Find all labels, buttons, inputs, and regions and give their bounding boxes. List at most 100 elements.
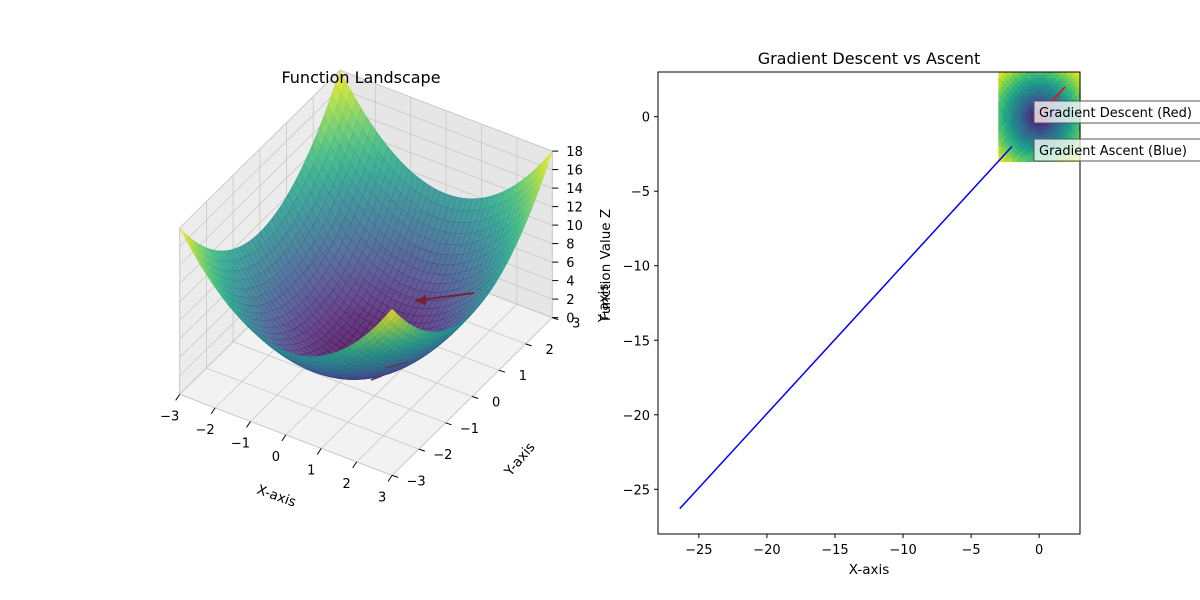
contour-cell [1001, 128, 1005, 133]
contour-cell [1003, 74, 1008, 79]
contour-cell [1028, 134, 1032, 139]
contour-cell [1066, 77, 1070, 82]
contour-cell [1017, 134, 1021, 139]
contour-cell [1033, 74, 1038, 79]
y-tick-mark [472, 396, 479, 399]
contour-cell [1069, 72, 1073, 76]
contour-cell [1066, 89, 1070, 94]
contour-cell [1014, 98, 1018, 103]
contour-cell [1063, 131, 1067, 136]
contour-cell [1030, 128, 1035, 133]
contour-cell [1063, 128, 1067, 133]
contour-cell [1074, 72, 1078, 76]
z-tick-label: 6 [566, 256, 574, 271]
contour-cell [1001, 83, 1005, 88]
contour-cell [1041, 89, 1046, 94]
contour-cell [1052, 77, 1057, 82]
contour-cell [1030, 125, 1035, 130]
grid-line-z-left [179, 106, 341, 266]
contour-cell [1022, 72, 1027, 76]
contour-cell [1020, 143, 1024, 148]
contour-cell [1003, 131, 1008, 136]
contour-cell [1020, 137, 1024, 142]
contour-cell [1011, 137, 1016, 142]
contour-cell [1074, 92, 1078, 97]
contour-cell [1039, 74, 1043, 79]
x-tick-label: −20 [753, 543, 780, 558]
contour-cell [1017, 128, 1021, 133]
contour-cell [1011, 131, 1016, 136]
contour-cell [1033, 92, 1038, 97]
contour-cell [1011, 74, 1016, 79]
contour-cell [1036, 122, 1040, 127]
contour-cell [1028, 107, 1032, 112]
contour-cell [1006, 131, 1010, 136]
contour-cell [1058, 95, 1062, 100]
contour-cell [1003, 104, 1008, 109]
contour-cell [1058, 72, 1062, 76]
contour-cell [1063, 86, 1067, 91]
contour-cell [1014, 152, 1018, 157]
contour-cell [1030, 89, 1035, 94]
annotation-ascent: Gradient Ascent (Blue) [1039, 144, 1187, 159]
contour-cell [1006, 113, 1010, 118]
contour-cell [1028, 104, 1032, 109]
contour-cell [1066, 134, 1070, 139]
grid-line-z-left [179, 88, 341, 247]
contour-cell [1017, 131, 1021, 136]
contour-cell [1033, 95, 1038, 100]
contour-cell [1014, 143, 1018, 148]
y-tick-label: −1 [460, 422, 479, 437]
contour-cell [1009, 98, 1013, 103]
contour-cell [1001, 143, 1005, 148]
contour-cell [1025, 110, 1029, 115]
contour-cell [1017, 143, 1021, 148]
line-y-label: Y-axis [596, 284, 612, 324]
contour-cell [1001, 72, 1005, 76]
contour-cell [1001, 77, 1005, 82]
contour-cell [1003, 86, 1008, 91]
contour-cell [1011, 101, 1016, 106]
contour-cell [1058, 77, 1062, 82]
contour-cell [1033, 131, 1038, 136]
contour-cell [1047, 89, 1051, 94]
contour-cell [1039, 95, 1043, 100]
contour-cell [1044, 128, 1048, 133]
contour-cell [1044, 74, 1048, 79]
contour-cell [1047, 125, 1051, 130]
contour-cell [1022, 116, 1027, 121]
contour-cell [1052, 86, 1057, 91]
contour-cell [1001, 122, 1005, 127]
x-tick-label: 1 [307, 463, 315, 478]
contour-cell [1030, 152, 1035, 157]
contour-cell [1077, 86, 1081, 91]
contour-cell [1077, 134, 1081, 139]
contour-cell [1014, 89, 1018, 94]
contour-cell [1050, 122, 1054, 127]
contour-cell [1017, 155, 1021, 160]
surface-patch [386, 308, 397, 320]
contour-cell [1020, 95, 1024, 100]
contour-cell [1017, 101, 1021, 106]
y-tick-label: −15 [623, 334, 650, 349]
contour-cell [1071, 122, 1076, 127]
contour-cell [1022, 83, 1027, 88]
contour-cell [1025, 113, 1029, 118]
contour-cell [1006, 125, 1010, 130]
contour-cell [1047, 80, 1051, 85]
y-tick-label: −25 [623, 483, 650, 498]
contour-cell [1028, 125, 1032, 130]
y-tick-label: 0 [642, 111, 650, 126]
contour-cell [1058, 122, 1062, 127]
contour-cell [1033, 77, 1038, 82]
contour-cell [1025, 74, 1029, 79]
contour-cell [1050, 95, 1054, 100]
contour-cell [1022, 107, 1027, 112]
contour-cell [1039, 80, 1043, 85]
contour-cell [998, 110, 1002, 115]
contour-cell [1055, 131, 1059, 136]
contour-cell [1020, 104, 1024, 109]
annotations: Gradient Descent (Red) Gradient Ascent (… [1033, 100, 1200, 162]
contour-cell [1030, 74, 1035, 79]
contour-cell [998, 149, 1002, 154]
